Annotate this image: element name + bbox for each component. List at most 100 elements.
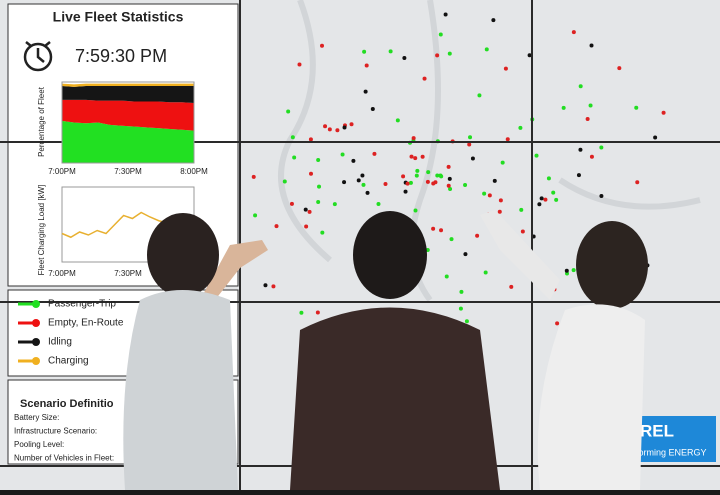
y-axis-label: Percentage of Fleet [37,86,46,157]
map-dot [425,179,430,184]
map-dot [571,268,576,273]
map-dot [546,176,551,181]
map-dot [520,229,525,234]
map-dot [634,105,639,110]
map-dot [395,118,400,123]
map-dot [435,173,440,178]
map-dot [342,180,347,185]
map-dot [539,196,544,201]
map-dot [470,156,475,161]
map-dot [443,12,448,17]
map-dot [500,160,505,165]
map-dot [589,154,594,159]
map-dot [402,56,407,61]
area [62,83,194,87]
map-dot [467,142,472,147]
map-dot [364,63,369,68]
map-dot [323,124,328,129]
center-person-body [290,307,500,490]
map-dot [413,156,418,161]
legend-marker [32,319,40,327]
map-dot [253,213,258,218]
map-dot [362,49,367,54]
map-dot [251,174,256,179]
map-dot [274,224,279,229]
map-dot [497,209,502,214]
map-dot [320,230,325,235]
left-person-body [123,290,238,490]
map-dot [360,173,365,178]
legend-marker [32,338,40,346]
map-dot [327,127,332,132]
map-dot [414,173,419,178]
logo-text: REL [640,421,674,440]
map-dot [335,128,340,133]
map-dot [299,310,304,315]
people [123,210,648,490]
map-dot [286,109,291,114]
map-dot [403,189,408,194]
map-dot [519,207,524,212]
map-dot [585,117,590,122]
map-dot [307,209,312,214]
legend-label: Charging [48,356,89,367]
legend-marker [32,300,40,308]
plot-frame [61,81,195,164]
left-person-head [147,213,219,297]
map-dot [317,184,322,189]
map-dot [426,170,431,175]
map-dot [551,190,556,195]
map-dot [578,147,583,152]
x-tick-label: 7:30PM [114,269,142,278]
map-dot [304,224,309,229]
map-dot [589,43,594,48]
map-dot [282,179,287,184]
map-dot [447,51,452,56]
map-dot [555,321,560,326]
map-dot [439,174,444,179]
map-dot [509,284,514,289]
map-dot [422,76,427,81]
map-dot [405,181,410,186]
map-dot [435,53,440,58]
map-dot [438,32,443,37]
map-dot [316,157,321,162]
map-dot [401,174,406,179]
legend-label: Empty, En-Route [48,318,124,329]
clock-hands [25,41,51,63]
map-dot [599,193,604,198]
legend-label: Passenger-Trip [48,299,116,310]
map-dot [484,47,489,52]
map-dot [303,207,308,212]
map-dot [365,190,370,195]
panel-title: Live Fleet Statistics [53,9,184,25]
map-dot [459,289,464,294]
map-dot [483,270,488,275]
right-person-body [537,304,645,490]
map-dot [351,158,356,163]
map-dot [372,151,377,156]
x-tick-label: 7:30PM [114,167,142,176]
map-dot [599,145,604,150]
center-person-head [353,211,427,299]
x-tick-label: 8:00PM [180,167,208,176]
map-dot [316,199,321,204]
map-dot [289,201,294,206]
map-dot [408,180,413,185]
map-dot [492,178,497,183]
map-dot [409,154,414,159]
map-dot [554,197,559,202]
map-dot [617,66,622,71]
map-dot [482,191,487,196]
map-dot [518,125,523,130]
map-dot [388,49,393,54]
right-person-head [576,221,648,309]
map-dot [498,198,503,203]
map-dot [315,310,320,315]
area [62,99,194,131]
y-axis-label: Fleet Charging Load [kW] [37,185,46,276]
scenario-title: Scenario Definitio [20,398,114,410]
clock-face [23,42,53,72]
clock-icon [23,41,53,72]
